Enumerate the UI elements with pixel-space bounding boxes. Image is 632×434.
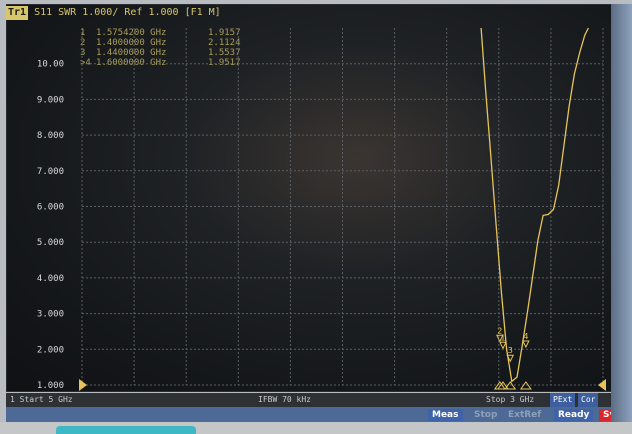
marker-id: 1 bbox=[80, 28, 86, 38]
ready-indicator: Ready bbox=[554, 409, 594, 421]
y-tick-label: 1.000 bbox=[37, 381, 64, 391]
marker-frequency: 1.4400000 GHz bbox=[96, 48, 167, 58]
ifbw-label: IFBW 70 kHz bbox=[258, 395, 311, 404]
marker-frequency: 1.5754200 GHz bbox=[96, 28, 167, 38]
marker-table: 1 1.5754200 GHz 1.9157 2 1.4000000 GHz 2.112… bbox=[80, 28, 241, 68]
y-tick-label: 6.000 bbox=[37, 203, 64, 213]
ref-level-arrow-left bbox=[79, 379, 87, 391]
y-tick-label: 10.00 bbox=[37, 60, 64, 70]
y-tick-label: 3.000 bbox=[37, 310, 64, 320]
marker-label: 4 bbox=[523, 332, 528, 341]
marker-row: >4 1.6000000 GHz 1.9517 bbox=[80, 58, 241, 68]
marker-stimulus-indicator bbox=[504, 381, 517, 390]
y-tick-label: 7.000 bbox=[37, 167, 64, 177]
marker-triangle bbox=[496, 334, 504, 343]
marker-id: >4 bbox=[80, 58, 91, 68]
y-tick-label: 5.000 bbox=[37, 238, 64, 248]
monitor-bezel bbox=[611, 4, 632, 424]
ref-level-arrow-right bbox=[598, 379, 606, 391]
marker-stimulus-indicator bbox=[493, 381, 506, 390]
plot-screen bbox=[6, 4, 612, 392]
marker-id: 2 bbox=[80, 38, 86, 48]
marker-label: 1 bbox=[500, 333, 505, 342]
marker-value: 2.1124 bbox=[208, 38, 241, 48]
marker-label: 2 bbox=[497, 326, 502, 335]
marker-value: 1.9517 bbox=[208, 58, 241, 68]
ext-ref-button[interactable]: ExtRef bbox=[508, 410, 542, 420]
meas-button[interactable]: Meas bbox=[428, 409, 463, 421]
marker-triangle bbox=[522, 340, 530, 349]
marker-frequency: 1.6000000 GHz bbox=[96, 58, 167, 68]
start-frequency: 1 Start 5 GHz bbox=[10, 395, 73, 404]
stop-frequency: Stop 3 GHz bbox=[486, 395, 535, 404]
marker-id: 3 bbox=[80, 48, 86, 58]
marker-value: 1.9157 bbox=[208, 28, 241, 38]
sweep-footer: 1 Start 5 GHz IFBW 70 kHz Stop 3 GHz PEx… bbox=[6, 393, 611, 407]
stop-button[interactable]: Stop bbox=[474, 410, 498, 420]
marker-stimulus-indicator bbox=[519, 381, 532, 390]
port-extension-indicator[interactable]: PExt bbox=[550, 393, 576, 407]
y-tick-label: 4.000 bbox=[37, 274, 64, 284]
y-tick-label: 8.000 bbox=[37, 131, 64, 141]
marker-frequency: 1.4000000 GHz bbox=[96, 38, 167, 48]
y-tick-label: 2.000 bbox=[37, 345, 64, 355]
marker-row: 3 1.4400000 GHz 1.5537 bbox=[80, 48, 241, 58]
marker-triangle bbox=[499, 341, 507, 350]
y-tick-label: 9.000 bbox=[37, 95, 64, 105]
trace-chip[interactable]: Tr1 bbox=[6, 6, 29, 20]
trace-header: Tr1 S11 SWR 1.000/ Ref 1.000 [F1 M] bbox=[6, 6, 221, 20]
swr-trace bbox=[480, 27, 589, 383]
marker-triangle bbox=[506, 354, 515, 363]
marker-row: 1 1.5754200 GHz 1.9157 bbox=[80, 28, 241, 38]
marker-row: 2 1.4000000 GHz 2.1124 bbox=[80, 38, 241, 48]
cyan-object bbox=[56, 426, 196, 434]
correction-indicator[interactable]: Cor bbox=[578, 393, 599, 407]
marker-value: 1.5537 bbox=[208, 48, 241, 58]
marker-label: 3 bbox=[508, 346, 513, 355]
trace-settings-text: S11 SWR 1.000/ Ref 1.000 [F1 M] bbox=[34, 7, 221, 18]
status-bar: Meas Stop ExtRef Ready Svc bbox=[6, 407, 632, 422]
